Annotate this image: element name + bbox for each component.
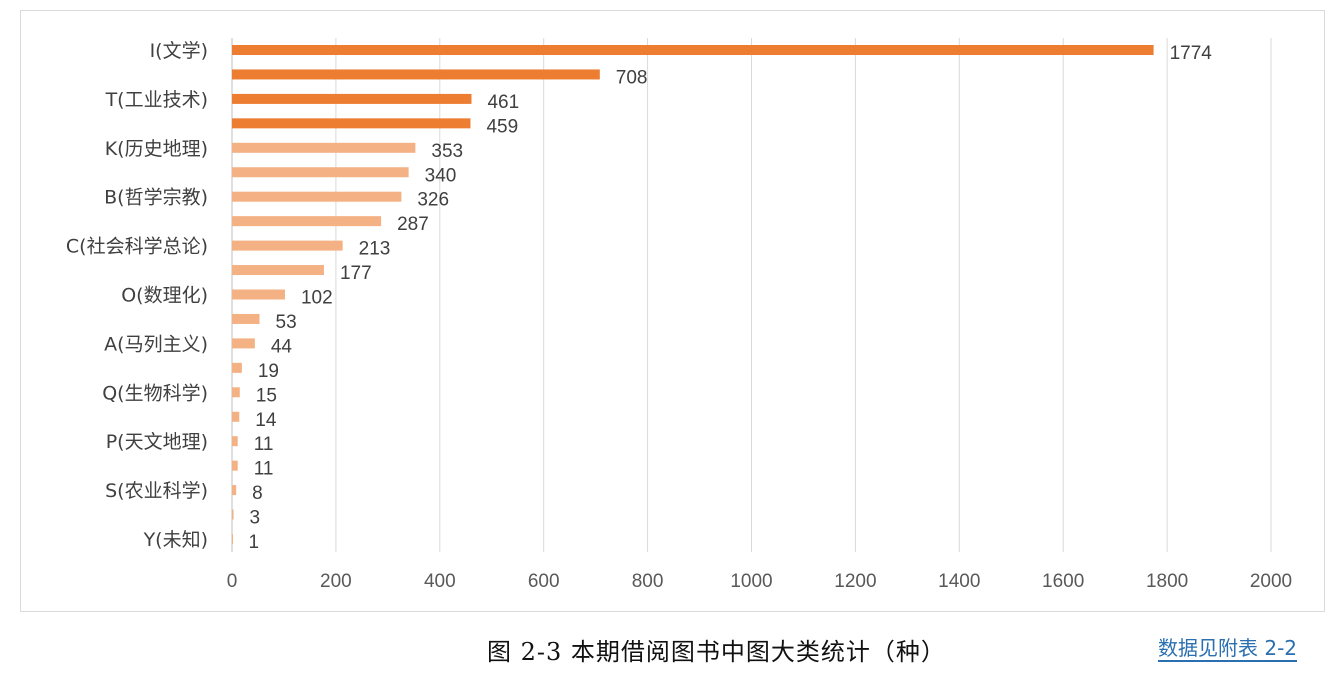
category-label: T(工业技术)	[105, 89, 208, 111]
data-label: 708	[616, 67, 648, 88]
bar	[232, 436, 238, 447]
x-tick-label: 1200	[834, 571, 876, 592]
x-tick-label: 1800	[1146, 571, 1188, 592]
data-label: 14	[255, 410, 277, 431]
x-tick-label: 1400	[938, 571, 980, 592]
data-label: 340	[425, 165, 457, 186]
bar	[232, 118, 471, 129]
data-label: 177	[340, 263, 372, 284]
bar	[232, 485, 237, 496]
bar	[232, 289, 285, 300]
x-tick-label: 2000	[1250, 571, 1292, 592]
bar	[232, 362, 242, 373]
bar	[232, 509, 234, 520]
data-label: 287	[397, 214, 429, 235]
x-tick-label: 400	[424, 571, 456, 592]
data-label: 8	[252, 483, 263, 504]
data-label: 53	[276, 312, 297, 333]
data-label: 326	[417, 190, 449, 211]
bar	[232, 216, 382, 227]
data-label: 1	[249, 532, 260, 553]
category-label: Y(未知)	[143, 529, 208, 551]
bar	[232, 387, 240, 398]
category-label: S(农业科学)	[105, 480, 208, 502]
chart-frame	[20, 10, 1325, 612]
bar	[232, 167, 409, 178]
x-tick-label: 600	[528, 571, 560, 592]
data-label: 19	[258, 361, 279, 382]
data-label: 11	[254, 434, 274, 455]
bar	[232, 142, 416, 153]
x-tick-label: 1600	[1042, 571, 1084, 592]
data-label: 3	[250, 508, 261, 529]
bar-chart: 0 200 400 600 800 1000 1200 1400 1600 1800 2000 177…	[66, 38, 1292, 592]
category-label: K(历史地理)	[105, 138, 208, 160]
bar	[232, 45, 1154, 55]
bar	[232, 240, 343, 251]
data-label: 44	[271, 336, 293, 357]
category-label: C(社会科学总论)	[66, 236, 208, 258]
bar	[232, 69, 600, 80]
x-tick-label: 1000	[730, 571, 772, 592]
bar	[232, 411, 240, 422]
data-label: 15	[256, 385, 277, 406]
data-label: 1774	[1170, 43, 1213, 64]
data-label: 459	[486, 116, 518, 137]
data-label: 102	[301, 288, 333, 309]
category-label: I(文学)	[150, 40, 208, 62]
bar	[232, 191, 402, 202]
category-label: O(数理化)	[121, 285, 208, 307]
bar	[232, 338, 255, 349]
bar	[232, 93, 472, 104]
x-tick-label: 200	[320, 571, 352, 592]
category-label: Q(生物科学)	[102, 382, 208, 404]
x-tick-label: 800	[632, 571, 664, 592]
data-label: 11	[254, 459, 274, 480]
bar	[232, 460, 238, 471]
category-label: A(马列主义)	[104, 333, 208, 355]
data-label: 213	[359, 239, 391, 260]
bar	[232, 534, 233, 544]
bar	[232, 313, 260, 324]
appendix-link[interactable]: 数据见附表 2-2	[1158, 636, 1298, 662]
data-label: 353	[431, 141, 463, 162]
category-label: B(哲学宗教)	[104, 187, 208, 209]
category-label: P(天文地理)	[106, 431, 208, 453]
data-label: 461	[487, 92, 519, 113]
figure-caption: 图 2-3 本期借阅图书中图大类统计（种）	[487, 638, 946, 666]
bar	[232, 265, 324, 276]
x-tick-label: 0	[227, 571, 238, 592]
